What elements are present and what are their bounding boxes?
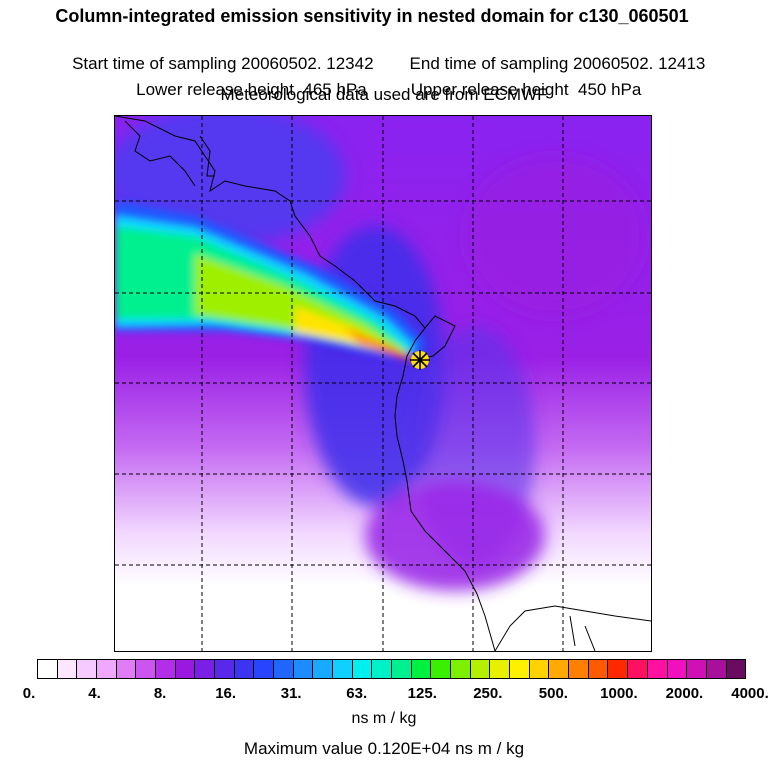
colorbar-swatch — [569, 660, 589, 678]
colorbar-swatch — [294, 660, 314, 678]
colorbar — [37, 659, 746, 679]
colorbar-swatch — [687, 660, 707, 678]
colorbar-swatch — [274, 660, 294, 678]
colorbar-tick-label: 4000. — [731, 685, 768, 702]
colorbar-tick-label: 0. — [23, 685, 36, 702]
colorbar-swatch — [707, 660, 727, 678]
colorbar-tick-label: 16. — [215, 685, 236, 702]
met-data-label: Meteorological data used are from ECMWF — [0, 85, 768, 105]
colorbar-swatch — [313, 660, 333, 678]
colorbar-swatch — [471, 660, 491, 678]
colorbar-swatch — [38, 660, 58, 678]
colorbar-tick-label: 31. — [281, 685, 302, 702]
colorbar-swatch — [254, 660, 274, 678]
colorbar-tick-label: 2000. — [666, 685, 704, 702]
colorbar-swatch — [97, 660, 117, 678]
release-marker — [410, 350, 430, 370]
page-title: Column-integrated emission sensitivity i… — [0, 6, 756, 27]
colorbar-swatch — [431, 660, 451, 678]
colorbar-tick-label: 1000. — [600, 685, 638, 702]
colorbar-swatch — [58, 660, 78, 678]
colorbar-swatch — [648, 660, 668, 678]
colorbar-tick-label: 4. — [88, 685, 101, 702]
colorbar-units: ns m / kg — [0, 710, 768, 728]
colorbar-swatch — [392, 660, 412, 678]
colorbar-swatch — [235, 660, 255, 678]
colorbar-swatch — [372, 660, 392, 678]
colorbar-tick-label: 8. — [154, 685, 167, 702]
colorbar-swatch — [451, 660, 471, 678]
map-canvas — [115, 116, 651, 651]
colorbar-swatch — [549, 660, 569, 678]
colorbar-swatch — [353, 660, 373, 678]
colorbar-tick-label: 63. — [346, 685, 367, 702]
colorbar-swatch — [589, 660, 609, 678]
colorbar-swatch — [608, 660, 628, 678]
colorbar-swatch — [530, 660, 550, 678]
colorbar-swatch — [727, 660, 746, 678]
colorbar-swatch — [412, 660, 432, 678]
colorbar-tick-label: 125. — [408, 685, 437, 702]
colorbar-swatch — [136, 660, 156, 678]
colorbar-swatch — [490, 660, 510, 678]
colorbar-swatch — [668, 660, 688, 678]
colorbar-swatch — [510, 660, 530, 678]
colorbar-swatch — [117, 660, 137, 678]
colorbar-swatch — [628, 660, 648, 678]
colorbar-swatch — [333, 660, 353, 678]
colorbar-tick-label: 250. — [473, 685, 502, 702]
colorbar-tick-label: 500. — [539, 685, 568, 702]
colorbar-swatch — [176, 660, 196, 678]
max-value-label: Maximum value 0.120E+04 ns m / kg — [0, 739, 768, 759]
colorbar-swatch — [215, 660, 235, 678]
sensitivity-map — [114, 115, 652, 652]
colorbar-swatch — [156, 660, 176, 678]
colorbar-swatch — [195, 660, 215, 678]
colorbar-swatch — [77, 660, 97, 678]
